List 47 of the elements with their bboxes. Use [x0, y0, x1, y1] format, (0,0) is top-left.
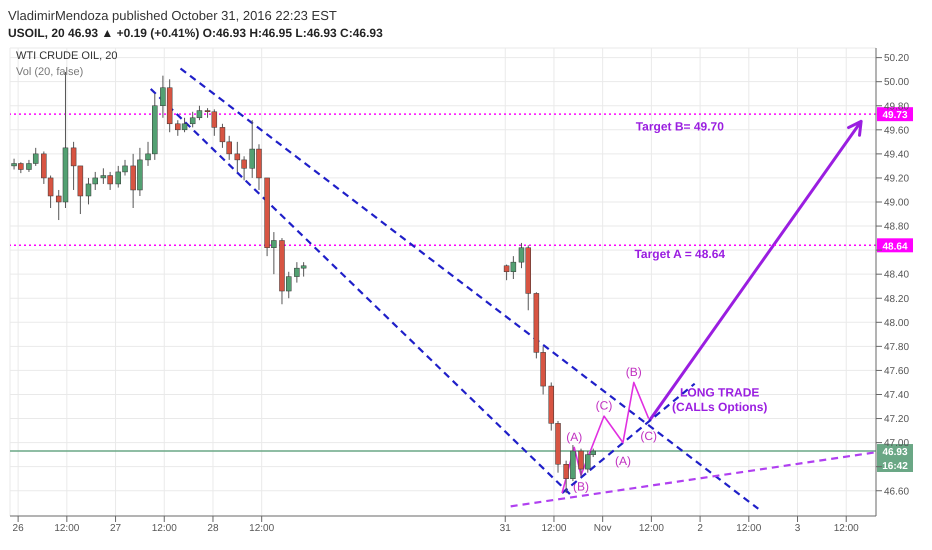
y-tick-label: 47.20 — [884, 414, 910, 426]
annotation: Target A = 48.64 — [634, 247, 726, 262]
y-tick-label: 49.20 — [884, 173, 910, 184]
x-tick-label: 12:00 — [638, 523, 664, 534]
annotation: (A) — [566, 430, 582, 444]
y-tick-label: 48.00 — [884, 318, 910, 329]
annotation: (C) — [640, 428, 658, 443]
x-tick-label: 31 — [500, 523, 512, 534]
annotation: LONG TRADE — [680, 385, 760, 400]
x-tick-label: 12:00 — [152, 523, 178, 534]
x-tick-label: 2 — [697, 523, 704, 534]
ref-line-label: 48.64 — [882, 241, 908, 252]
x-tick-label: Nov — [594, 523, 612, 534]
y-tick-label: 49.00 — [884, 198, 910, 209]
x-tick-label: 28 — [207, 523, 219, 534]
y-tick-label: 50.20 — [884, 53, 910, 64]
x-tick-label: 12:00 — [541, 523, 567, 534]
text: 16:42 — [882, 460, 908, 472]
annotation: (CALLs Options) — [672, 400, 768, 414]
annotation: Target B= 49.70 — [636, 120, 724, 134]
annotation: (A) — [614, 454, 631, 468]
x-tick-label: 12:00 — [54, 523, 80, 534]
ref-line-label: 46.93 — [882, 447, 908, 458]
y-tick-label: 48.20 — [884, 294, 910, 305]
x-tick-label: 27 — [110, 523, 122, 534]
x-tick-label: 12:00 — [834, 523, 860, 534]
y-tick-label: 46.60 — [884, 486, 910, 498]
ref-line-label: 49.73 — [882, 110, 908, 122]
annotation: (C) — [596, 398, 612, 413]
y-tick-label: 48.40 — [884, 270, 910, 281]
y-tick-label: 47.40 — [884, 390, 910, 402]
x-tick-label: 12:00 — [249, 523, 275, 534]
chart-subtitle: USOIL, 20 46.93 ▲ +0.19 (+0.41%) O:46.93 H:46.95 L:46.93 C:46.93 — [8, 26, 384, 42]
y-tick-label: 48.80 — [884, 222, 910, 233]
y-tick-label: 50.00 — [884, 77, 910, 88]
x-tick-label: 3 — [794, 523, 801, 534]
x-tick-label: 26 — [12, 523, 24, 534]
y-tick-label: 47.60 — [884, 366, 910, 377]
annotation: WTI CRUDE OIL, 20 — [16, 50, 118, 62]
annotation: Vol (20, false) — [16, 66, 84, 78]
y-tick-label: 49.40 — [884, 149, 910, 160]
annotation: (B) — [573, 479, 590, 494]
chart-title: VladimirMendoza published October 31, 2016 22:23 EST — [8, 8, 338, 25]
annotation: (B) — [626, 365, 642, 380]
y-tick-label: 47.80 — [884, 342, 910, 353]
x-tick-label: 12:00 — [736, 523, 762, 534]
y-tick-label: 49.60 — [884, 125, 910, 136]
